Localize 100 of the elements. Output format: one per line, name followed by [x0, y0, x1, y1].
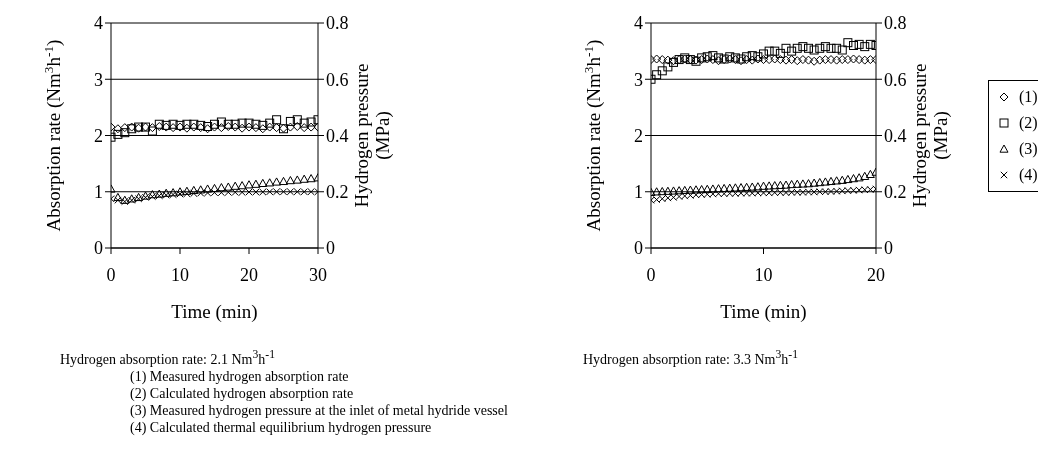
legend-label: (1): [1019, 87, 1038, 108]
point: [843, 174, 853, 184]
point: [861, 186, 869, 194]
point: [285, 176, 295, 185]
point: [804, 188, 813, 196]
point: [652, 187, 662, 196]
point: [816, 188, 824, 196]
point: [820, 177, 830, 186]
point: [203, 184, 213, 193]
text: Hydrogen absorption rate: 2.1 Nm$^{3}$h$^{-1}$: [60, 347, 276, 368]
y-tick-label: 0: [94, 238, 103, 259]
point: [827, 187, 835, 196]
y-tick-label: 3: [634, 69, 643, 90]
point: [809, 45, 819, 55]
y-tick-label: 4: [634, 13, 643, 34]
point: [759, 49, 768, 59]
point: [793, 188, 801, 197]
point: [754, 189, 762, 197]
point: [182, 119, 192, 129]
point: [747, 182, 757, 191]
point: [759, 189, 768, 197]
point: [224, 188, 232, 197]
text: (1) Measured hydrogen absorption rate: [130, 367, 350, 385]
point: [866, 185, 875, 194]
y2-tick-label: 0.4: [326, 125, 349, 146]
y2-tick-label: 0.8: [326, 13, 349, 34]
point: [809, 178, 819, 187]
point: [162, 191, 170, 199]
x-tick-label: 10: [754, 264, 773, 285]
point: [231, 188, 239, 197]
text: (4) Calculated thermal equilibrium hydrogen pressure: [130, 418, 433, 436]
point: [210, 119, 219, 129]
point: [787, 188, 796, 197]
point: [664, 194, 672, 202]
point: [854, 39, 864, 49]
point: [832, 43, 842, 53]
point: [216, 183, 226, 192]
point: [258, 120, 268, 130]
y2-tick-label: 0.2: [884, 182, 907, 203]
point: [799, 188, 807, 197]
legend-label: (2): [1019, 113, 1038, 134]
y2-tick-label: 0.8: [884, 13, 907, 34]
y2-axis-title: Hydrogen pressure (MPa): [909, 63, 952, 208]
point: [272, 177, 282, 186]
legend-label: (3): [1019, 139, 1038, 160]
y-tick-label: 1: [634, 182, 643, 203]
point: [855, 186, 863, 194]
point: [237, 118, 247, 128]
point: [776, 188, 785, 197]
point: [849, 174, 858, 183]
point: [720, 190, 728, 198]
point: [781, 180, 791, 189]
y2-tick-label: 0.2: [326, 182, 349, 203]
point: [821, 188, 830, 196]
point: [826, 176, 836, 186]
y2-tick-label: 0.6: [326, 69, 349, 90]
point: [820, 42, 830, 52]
point: [686, 191, 695, 200]
point: [203, 122, 213, 131]
x-axis-title: Time (min): [171, 301, 258, 323]
point: [279, 176, 288, 186]
point: [865, 39, 875, 49]
point: [691, 185, 701, 194]
point: [196, 185, 206, 194]
point: [837, 45, 847, 55]
point: [293, 188, 301, 196]
point: [804, 179, 813, 188]
point: [266, 188, 274, 196]
point: [708, 184, 718, 193]
y2-tick-label: 0.6: [884, 69, 907, 90]
y-tick-label: 4: [94, 13, 103, 34]
legend-label: (4): [1019, 165, 1038, 186]
point: [714, 184, 723, 193]
x-axis-title: Time (min): [720, 301, 807, 323]
point: [680, 185, 690, 195]
point: [223, 182, 233, 191]
point: [203, 189, 212, 197]
point: [183, 190, 191, 198]
point: [685, 185, 695, 194]
x-tick-label: 20: [867, 264, 885, 285]
y-tick-label: 3: [94, 69, 103, 90]
point: [782, 188, 790, 197]
point: [798, 42, 808, 52]
point: [238, 188, 246, 197]
point: [787, 46, 797, 56]
point: [279, 188, 288, 196]
point: [251, 119, 261, 129]
point: [189, 185, 199, 195]
point: [770, 46, 780, 56]
point: [285, 116, 295, 126]
y-tick-label: 2: [634, 125, 643, 146]
point: [815, 43, 825, 53]
point: [702, 184, 712, 193]
y-tick-label: 1: [94, 182, 103, 203]
point: [161, 188, 171, 197]
point: [708, 51, 718, 61]
x-tick-label: 20: [240, 264, 258, 285]
x-tick-label: 10: [171, 264, 189, 285]
point: [675, 192, 683, 201]
point: [663, 62, 673, 72]
